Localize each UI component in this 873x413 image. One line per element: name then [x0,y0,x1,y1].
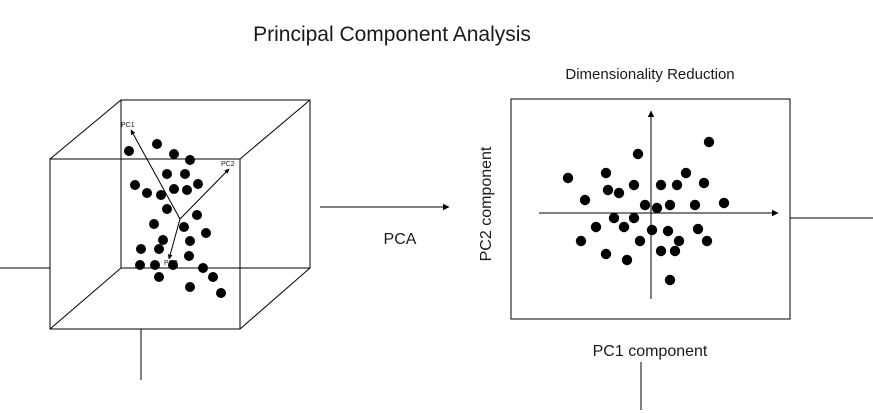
reduced-data-point [579,194,591,206]
cube-edge [239,267,311,330]
pc3-axis-arrow [167,218,181,260]
cube-data-point [169,149,179,159]
cube-data-point [154,244,164,254]
reduced-data-point [646,224,658,236]
cube-data-point [185,282,195,292]
y-axis-label: PC2 component [478,146,495,261]
reduced-data-point [651,202,663,214]
cube-data-point [154,272,164,282]
cube-data-point [162,204,172,214]
pc2-axis-arrow [179,168,230,220]
cube-data-point [168,260,178,270]
cube-data-point [193,179,203,189]
cube-data-point [158,235,168,245]
reduced-data-point [639,199,651,211]
reduced-data-point [718,197,730,209]
reduced-data-point [632,148,644,160]
reduced-data-point [673,235,685,247]
reduced-data-point [600,248,612,260]
cube-back-face [120,99,311,269]
reduced-data-point [669,245,681,257]
reduced-data-point [613,187,625,199]
cube-data-point [201,228,211,238]
cube-data-point [142,188,152,198]
cube-data-point [135,260,145,270]
x-axis-label: PC1 component [593,343,708,360]
reduced-scatter-points [562,136,730,286]
reduced-data-point [602,184,614,196]
reduction-title: Dimensionality Reduction [565,66,734,83]
cube-data-point [169,184,179,194]
cube-edge [239,99,311,160]
reduced-data-point [662,225,674,237]
cube-data-point [185,236,195,246]
cube-data-point [182,185,192,195]
cube-edge [49,99,122,160]
cube-data-point [124,146,134,156]
pca-arrow-label: PCA [384,231,417,248]
cube-data-point [208,272,218,282]
pc2-axis-label: PC2 [221,161,235,168]
reduced-data-point [698,177,710,189]
reduced-data-point [664,274,676,286]
cube-scatter-points [124,139,226,298]
pc-axes-3d [130,129,230,260]
cube-data-point [130,180,140,190]
reduced-data-point [608,212,620,224]
reduced-data-point [680,167,692,179]
diagram-title: Principal Component Analysis [253,23,531,46]
reduced-data-point [655,179,667,191]
reduced-data-point [692,223,704,235]
cube-data-point [150,260,160,270]
cube-data-point [184,251,194,261]
cube-data-point [149,219,159,229]
cube-data-point [198,263,208,273]
cube-edge [49,267,122,330]
cube-data-point [216,288,226,298]
cube-3d [49,99,311,330]
pc1-axis-arrow [130,129,181,220]
reduced-data-point [562,172,574,184]
reduced-data-point [655,245,667,257]
reduced-data-point [703,136,715,148]
cube-data-point [179,222,189,232]
reduction-plot-frame [510,98,791,320]
cube-front-face [49,158,241,330]
reduced-data-point [621,254,633,266]
reduced-data-point [671,179,683,191]
pc1-axis-label: PC1 [121,122,135,129]
reduced-data-point [689,199,701,211]
cube-data-point [192,210,202,220]
cube-data-point [185,155,195,165]
cube-data-point [180,169,190,179]
reduced-data-point [618,221,630,233]
cube-data-point [152,139,162,149]
cube-data-point [162,169,172,179]
reduced-data-point [628,212,640,224]
reduced-data-point [600,167,612,179]
reduced-data-point [628,179,640,191]
cube-data-point [136,244,146,254]
cube-data-point [156,190,166,200]
reduced-data-point [664,199,676,211]
reduced-data-point [590,221,602,233]
reduced-data-point [701,235,713,247]
reduced-data-point [575,235,587,247]
reduced-data-point [634,235,646,247]
pc3-axis-label: PC3 [164,260,178,267]
